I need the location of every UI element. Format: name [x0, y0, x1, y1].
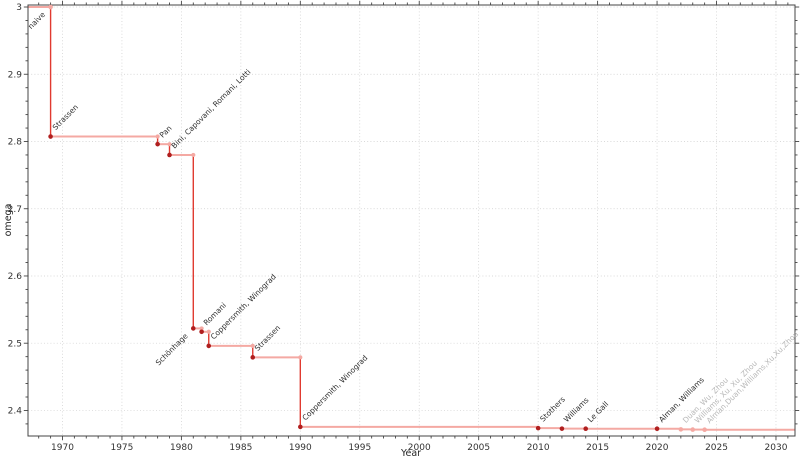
data-point: [206, 343, 212, 349]
data-point: [654, 426, 660, 431]
x-tick-label: 2025: [705, 443, 728, 453]
step-corner-marker: [298, 355, 303, 360]
x-axis-label: Year: [400, 448, 421, 459]
data-point: [199, 329, 204, 335]
x-tick-label: 2020: [646, 443, 669, 453]
data-point: [702, 427, 707, 433]
data-point: [155, 141, 160, 147]
plot-spines: [27, 4, 796, 437]
x-tick-label: 1980: [170, 443, 193, 453]
y-tick-label: 2.4: [8, 407, 23, 417]
y-tick-label: 2.6: [8, 272, 23, 282]
data-point: [167, 152, 172, 158]
step-corner-marker: [250, 343, 255, 349]
y-tick-label: 2.9: [8, 70, 23, 80]
x-tick-label: 2010: [527, 443, 550, 453]
x-tick-label: 2030: [765, 443, 788, 453]
step-corner-marker: [167, 142, 172, 147]
data-point: [559, 426, 565, 431]
x-tick-label: 2015: [586, 443, 609, 453]
data-point: [250, 355, 256, 360]
x-tick-label: 1990: [289, 443, 312, 453]
data-point: [190, 326, 196, 331]
data-point: [535, 425, 541, 431]
step-corner-marker: [155, 134, 160, 139]
axes: 1970 1975 1980 1985 1990 1995 2000 2005 2010 2015…: [8, 0, 800, 453]
x-tick-label: 1985: [229, 443, 252, 453]
data-point: [678, 427, 684, 432]
step-corner-marker: [199, 326, 204, 331]
data-point: [298, 424, 303, 430]
x-tick-label: 1995: [348, 443, 371, 453]
data-points: [48, 4, 707, 433]
data-point: [583, 426, 589, 431]
y-tick-label: 2.7: [8, 205, 22, 215]
x-tick-label: 2000: [408, 443, 431, 453]
data-point: [48, 4, 53, 10]
y-tick-label: 2.8: [8, 138, 23, 148]
x-tick-label: 1975: [110, 443, 133, 453]
data-point: [48, 134, 53, 139]
step-corner-marker: [191, 152, 196, 158]
data-point: [690, 427, 696, 432]
y-axis-label: omega: [3, 204, 14, 237]
x-tick-label: 1970: [51, 443, 74, 453]
step-corner-marker: [206, 329, 211, 334]
y-tick-label: 2.5: [8, 339, 22, 349]
x-tick-label: 2005: [467, 443, 490, 453]
y-tick-label: 3: [16, 3, 22, 13]
